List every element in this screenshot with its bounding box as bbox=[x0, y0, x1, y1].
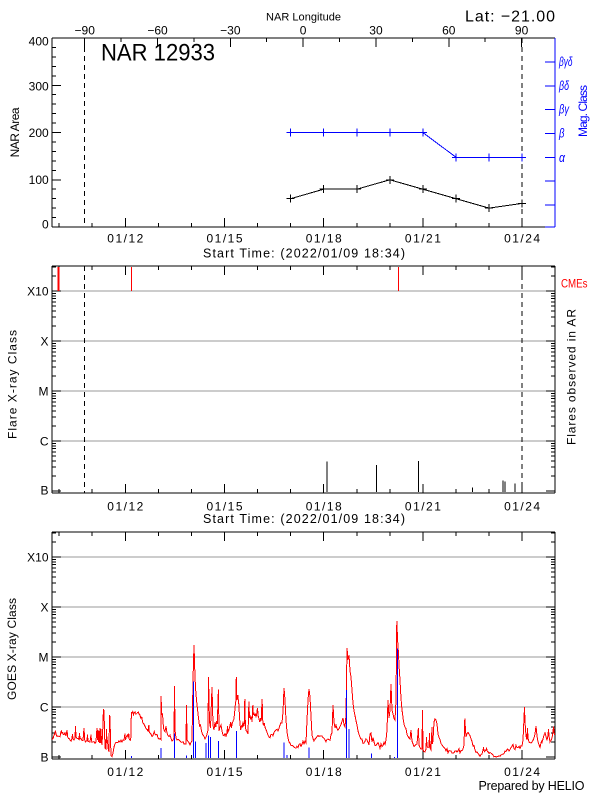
svg-text:C: C bbox=[40, 434, 49, 448]
svg-text:−30: −30 bbox=[220, 23, 241, 37]
svg-text:30: 30 bbox=[369, 23, 383, 37]
svg-text:100: 100 bbox=[29, 173, 49, 187]
svg-text:01/12: 01/12 bbox=[107, 500, 143, 514]
svg-text:01/15: 01/15 bbox=[207, 232, 243, 246]
svg-text:B: B bbox=[40, 483, 48, 497]
svg-text:01/15: 01/15 bbox=[207, 765, 243, 779]
svg-text:βγ: βγ bbox=[558, 103, 569, 117]
svg-text:01/12: 01/12 bbox=[107, 765, 143, 779]
svg-text:01/21: 01/21 bbox=[405, 500, 441, 514]
svg-text:β: β bbox=[558, 127, 564, 141]
svg-text:−60: −60 bbox=[147, 23, 168, 37]
svg-text:α: α bbox=[559, 151, 566, 165]
svg-text:NAR 12933: NAR 12933 bbox=[101, 40, 215, 67]
svg-text:01/18: 01/18 bbox=[306, 232, 342, 246]
svg-text:01/21: 01/21 bbox=[405, 765, 441, 779]
svg-text:−90: −90 bbox=[75, 23, 96, 37]
svg-text:Lat: −21.00: Lat: −21.00 bbox=[465, 8, 555, 25]
svg-text:CMEs: CMEs bbox=[561, 277, 588, 291]
svg-text:Start Time: (2022/01/09 18:34): Start Time: (2022/01/09 18:34) bbox=[203, 247, 405, 261]
svg-text:GOES X-ray Class: GOES X-ray Class bbox=[5, 598, 19, 700]
svg-text:NAR Area: NAR Area bbox=[8, 107, 22, 157]
svg-text:βγδ: βγδ bbox=[558, 55, 573, 69]
svg-text:M: M bbox=[39, 384, 49, 398]
svg-text:01/15: 01/15 bbox=[207, 500, 243, 514]
svg-text:NAR Longitude: NAR Longitude bbox=[266, 12, 341, 24]
svg-text:01/24: 01/24 bbox=[504, 765, 540, 779]
svg-text:90: 90 bbox=[515, 23, 529, 37]
svg-text:01/21: 01/21 bbox=[405, 232, 441, 246]
svg-text:01/18: 01/18 bbox=[306, 765, 342, 779]
svg-text:0: 0 bbox=[42, 217, 49, 231]
svg-text:Prepared by HELIO: Prepared by HELIO bbox=[479, 779, 585, 793]
svg-text:M: M bbox=[39, 650, 49, 664]
svg-text:X: X bbox=[40, 334, 48, 348]
svg-text:01/24: 01/24 bbox=[504, 500, 540, 514]
svg-text:01/18: 01/18 bbox=[306, 500, 342, 514]
svg-text:01/24: 01/24 bbox=[504, 232, 540, 246]
svg-text:X10: X10 bbox=[27, 550, 49, 564]
svg-text:200: 200 bbox=[29, 126, 49, 140]
svg-text:60: 60 bbox=[442, 23, 456, 37]
svg-text:C: C bbox=[40, 700, 49, 714]
svg-text:400: 400 bbox=[29, 34, 49, 48]
svg-text:300: 300 bbox=[29, 79, 49, 93]
svg-text:X10: X10 bbox=[27, 284, 49, 298]
svg-text:B: B bbox=[40, 750, 48, 764]
svg-text:X: X bbox=[40, 600, 48, 614]
svg-text:Flares observed in AR: Flares observed in AR bbox=[565, 309, 579, 445]
svg-text:Flare X-ray Class: Flare X-ray Class bbox=[6, 330, 20, 439]
svg-text:0: 0 bbox=[300, 23, 307, 37]
svg-text:Start Time: (2022/01/09 18:34): Start Time: (2022/01/09 18:34) bbox=[203, 512, 405, 526]
svg-text:Mag. Class: Mag. Class bbox=[576, 85, 590, 137]
svg-text:01/12: 01/12 bbox=[107, 232, 143, 246]
svg-text:βδ: βδ bbox=[558, 79, 569, 93]
